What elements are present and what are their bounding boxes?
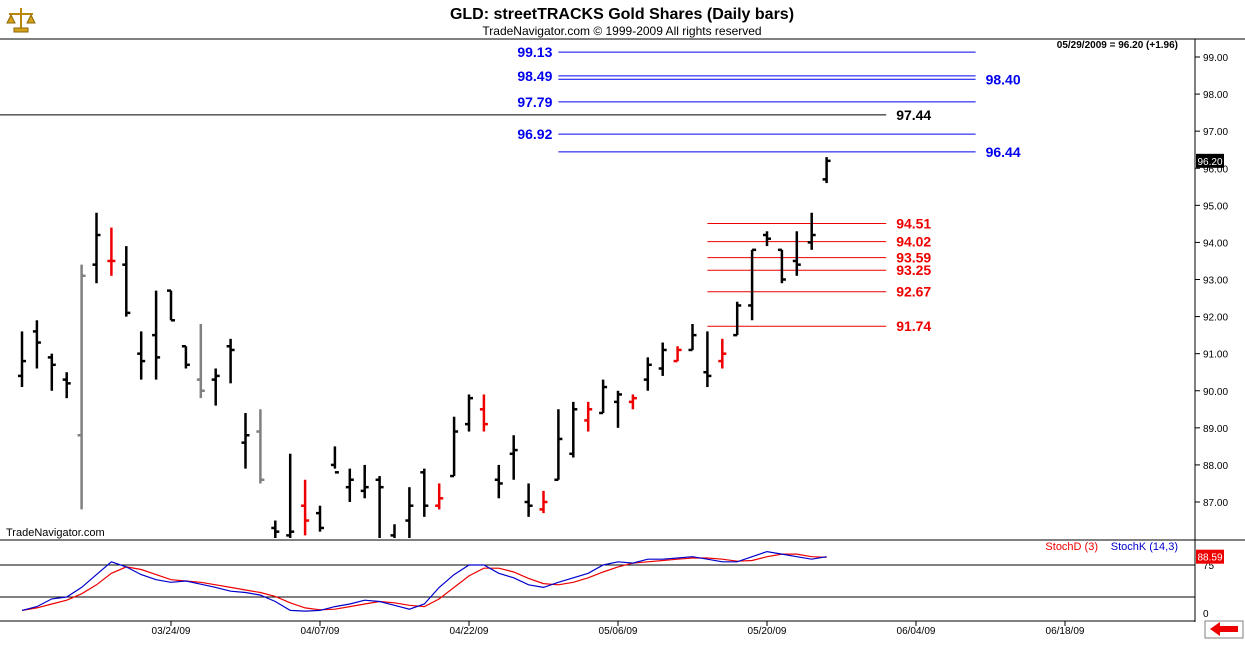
stoch-d-legend: StochD (3): [1045, 541, 1098, 553]
stoch-last-box: [1196, 549, 1224, 564]
chart-title: GLD: streetTRACKS Gold Shares (Daily bar…: [450, 6, 794, 23]
price-tick-label: 93.00: [1203, 276, 1228, 287]
level-label: 97.44: [896, 107, 931, 123]
last-price-box: [1196, 153, 1224, 168]
time-tick-label: 06/18/09: [1046, 626, 1085, 637]
price-tick-label: 88.00: [1203, 461, 1228, 472]
stoch-k-legend: StochK (14,3): [1111, 541, 1178, 553]
level-label: 94.51: [896, 216, 931, 232]
stoch-last-label: 88.59: [1197, 553, 1222, 564]
level-lines: 99.13 98.49 98.40 97.79 97.44 96.92 96.44 94.51…: [0, 44, 1021, 334]
time-tick-label: 05/06/09: [599, 626, 638, 637]
level-label: 94.02: [896, 234, 931, 250]
stochastic-pane: 75 0 88.59: [0, 549, 1224, 620]
level-label: 98.40: [986, 71, 1021, 87]
price-tick-label: 96.00: [1203, 164, 1228, 175]
price-tick-label: 89.00: [1203, 424, 1228, 435]
price-tick-label: 94.00: [1203, 238, 1228, 249]
level-label: 96.44: [986, 144, 1021, 160]
time-tick-label: 03/24/09: [152, 626, 191, 637]
level-label: 97.79: [517, 94, 552, 110]
red-left-arrow-icon[interactable]: [1204, 620, 1244, 639]
watermark: TradeNavigator.com: [6, 527, 105, 539]
level-label: 93.59: [896, 250, 931, 266]
price-tick-label: 98.00: [1203, 90, 1228, 101]
time-tick-label: 04/07/09: [301, 626, 340, 637]
chart-subtitle: TradeNavigator.com © 1999-2009 All right…: [482, 24, 761, 38]
stoch-tick-label: 0: [1203, 609, 1209, 620]
stoch-tick-label: 75: [1203, 561, 1215, 572]
stochastic-legend: StochD (3) StochK (14,3): [1045, 541, 1178, 553]
time-tick-label: 06/04/09: [897, 626, 936, 637]
last-price-marker: 96.20: [1196, 153, 1224, 168]
scales-logo-icon[interactable]: [6, 4, 36, 34]
time-tick-label: 04/22/09: [450, 626, 489, 637]
time-tick-label: 05/20/09: [748, 626, 787, 637]
price-tick-label: 91.00: [1203, 350, 1228, 361]
time-axis: 03/24/09 04/07/09 04/22/09 05/06/09 05/20/09…: [152, 621, 1085, 637]
price-axis: 87.00 88.00 89.00 90.00 91.00 92.00 93.00 94.00…: [1195, 53, 1228, 509]
price-tick-label: 99.00: [1203, 53, 1228, 64]
stoch-k-line: [21, 550, 827, 612]
level-label: 98.49: [517, 68, 552, 84]
level-label: 93.25: [896, 262, 931, 278]
price-tick-label: 95.00: [1203, 201, 1228, 212]
price-tick-label: 97.00: [1203, 127, 1228, 138]
ohlc-bars: [18, 157, 831, 538]
price-tick-label: 90.00: [1203, 387, 1228, 398]
last-price-label: 96.20: [1197, 157, 1222, 168]
level-label: 99.13: [517, 44, 552, 60]
stoch-d-line: [21, 553, 827, 611]
level-label: 91.74: [896, 318, 931, 334]
price-tick-label: 92.00: [1203, 313, 1228, 324]
level-label: 96.92: [517, 126, 552, 142]
last-quote-label: 05/29/2009 = 96.20 (+1.96): [1057, 40, 1178, 51]
level-label: 92.67: [896, 284, 931, 300]
price-tick-label: 87.00: [1203, 498, 1228, 509]
